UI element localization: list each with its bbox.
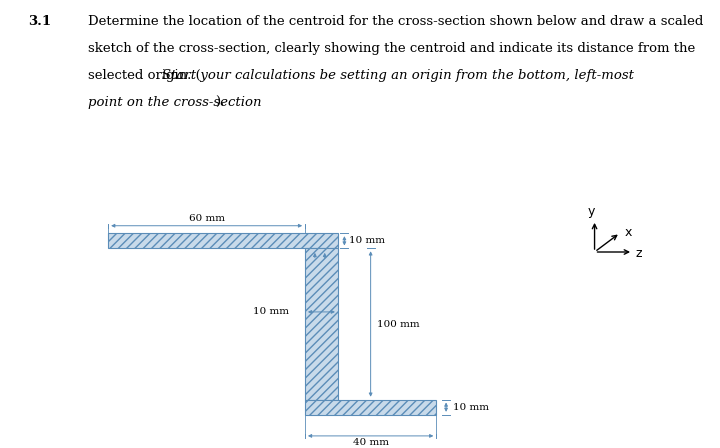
Bar <box>305 400 436 415</box>
Text: y: y <box>588 204 595 217</box>
Text: 60 mm: 60 mm <box>189 215 225 224</box>
Bar <box>108 233 338 248</box>
Text: selected origin. (: selected origin. ( <box>88 69 201 82</box>
Text: z: z <box>636 247 642 260</box>
Text: Start your calculations be setting an origin from the bottom, left-most: Start your calculations be setting an or… <box>162 69 634 82</box>
Text: sketch of the cross-section, clearly showing the centroid and indicate its dista: sketch of the cross-section, clearly sho… <box>88 42 696 55</box>
Bar <box>305 248 338 400</box>
Text: 10 mm: 10 mm <box>349 237 385 246</box>
Text: ).: ). <box>215 96 225 109</box>
Text: 40 mm: 40 mm <box>353 438 389 447</box>
Text: Determine the location of the centroid for the cross-section shown below and dra: Determine the location of the centroid f… <box>88 15 703 28</box>
Text: 100 mm: 100 mm <box>377 319 420 328</box>
Text: 10 mm: 10 mm <box>453 403 489 412</box>
Text: point on the cross-section: point on the cross-section <box>88 96 261 109</box>
Text: x: x <box>624 226 631 239</box>
Text: 3.1: 3.1 <box>28 15 51 28</box>
Text: 10 mm: 10 mm <box>253 307 289 316</box>
